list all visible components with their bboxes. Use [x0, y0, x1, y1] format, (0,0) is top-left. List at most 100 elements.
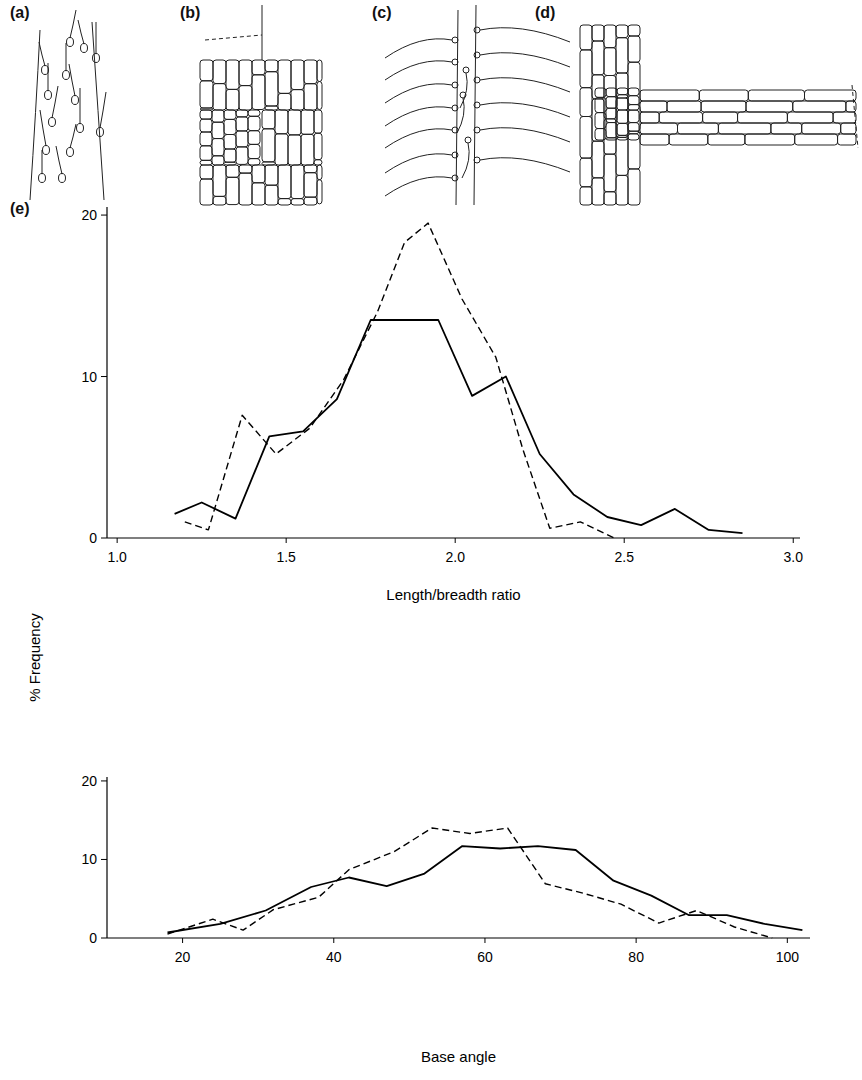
cell — [738, 112, 788, 123]
cell — [278, 165, 291, 199]
hair-base — [452, 105, 458, 111]
cell — [640, 134, 669, 145]
cell — [248, 159, 260, 165]
plot-area — [175, 223, 743, 538]
hair — [70, 10, 76, 38]
hair-base — [45, 91, 52, 100]
drawing-d — [580, 25, 858, 205]
cell — [616, 175, 628, 205]
y-tick-label: 20 — [81, 773, 97, 789]
cell — [604, 119, 616, 154]
panel-letter: (b) — [180, 4, 200, 21]
cell — [787, 112, 833, 123]
hair — [56, 146, 62, 174]
edge — [262, 5, 263, 60]
cell — [580, 50, 592, 88]
cell — [616, 98, 628, 137]
cell — [200, 119, 212, 132]
cell — [239, 86, 252, 110]
cell — [628, 88, 639, 96]
cell — [604, 192, 616, 205]
cell — [628, 123, 639, 134]
cell — [628, 25, 640, 36]
cell — [746, 101, 793, 112]
cut-edge — [205, 35, 262, 40]
hair — [385, 39, 452, 58]
y-tick — [101, 780, 107, 781]
cell — [213, 84, 226, 110]
y-axis-title: % Frequency — [26, 613, 43, 702]
cell — [304, 60, 317, 84]
cell — [226, 89, 239, 110]
hair-base — [67, 148, 74, 157]
y-tick-label: 0 — [89, 930, 97, 946]
cell — [291, 60, 304, 90]
hair-base — [97, 128, 104, 137]
cell — [805, 90, 857, 101]
cell — [592, 25, 604, 41]
cell — [592, 141, 604, 178]
cell — [252, 75, 265, 110]
hair — [385, 129, 452, 148]
x-tick — [793, 538, 794, 543]
cell — [200, 60, 213, 81]
cell — [802, 123, 841, 134]
cell — [226, 177, 239, 204]
hair — [66, 43, 67, 71]
cell — [617, 135, 628, 140]
cell — [592, 41, 604, 75]
hair — [480, 78, 570, 92]
cut-edge — [852, 85, 858, 148]
plot-area — [168, 828, 803, 938]
cell — [200, 132, 212, 146]
hair-base — [452, 59, 458, 65]
y-tick — [101, 538, 107, 539]
cell — [304, 84, 317, 110]
cell — [248, 131, 260, 145]
y-tick-label: 20 — [81, 207, 97, 223]
series-line — [168, 828, 773, 938]
hair-base — [72, 96, 79, 105]
series-line — [175, 320, 743, 533]
cell — [606, 108, 617, 122]
cell — [252, 165, 265, 183]
hair-base — [93, 54, 100, 63]
cell — [595, 88, 606, 97]
hair-base — [67, 38, 74, 47]
hair — [52, 86, 58, 118]
cell — [604, 154, 616, 192]
background — [0, 0, 862, 1080]
hair — [385, 154, 452, 173]
cell — [314, 160, 322, 165]
cell — [236, 117, 248, 131]
cell — [304, 197, 317, 205]
chart: 010201.01.52.02.53.0Length/breadth ratio — [81, 207, 803, 603]
cell — [795, 134, 838, 145]
cell — [212, 110, 224, 122]
cell — [262, 129, 275, 162]
figure: (a)(b)(c)(d)(e)010201.01.52.02.53.0Lengt… — [0, 0, 862, 1080]
hair-base — [452, 152, 458, 158]
hair — [69, 64, 75, 96]
cell — [703, 112, 738, 123]
cell — [248, 116, 260, 130]
cell — [236, 110, 248, 117]
cell — [617, 88, 628, 95]
cell — [239, 165, 252, 173]
y-axis — [106, 777, 107, 938]
x-tick-label: 2.5 — [614, 549, 634, 565]
panel-letter: (d) — [535, 4, 555, 21]
hair-base — [474, 27, 480, 33]
cell — [592, 99, 604, 141]
cell — [314, 133, 322, 160]
y-tick-label: 10 — [81, 851, 97, 867]
cell — [617, 110, 628, 123]
x-axis-title: Base angle — [421, 1048, 496, 1065]
cell — [265, 72, 278, 106]
hair-base — [474, 127, 480, 133]
cell — [200, 179, 213, 205]
cell — [667, 101, 701, 112]
cell — [239, 173, 252, 205]
hair-base — [474, 52, 480, 58]
y-axis — [106, 207, 107, 538]
